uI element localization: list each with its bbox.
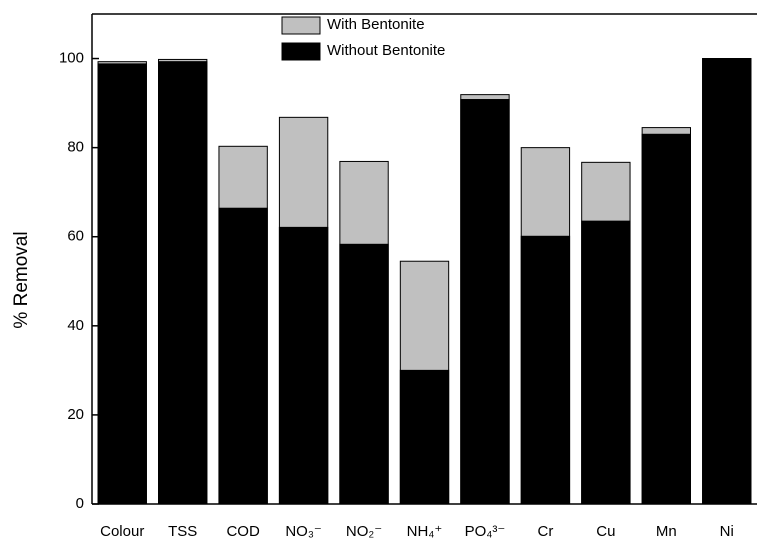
x-tick-label: PO₄³⁻: [465, 523, 506, 540]
x-tick-label: COD: [226, 523, 260, 540]
bar: [278, 226, 329, 505]
y-tick-label: 60: [67, 228, 84, 245]
bar: [641, 133, 691, 505]
legend-swatch: [281, 16, 321, 35]
x-tick-label: Ni: [720, 523, 734, 540]
x-tick-label: Colour: [100, 523, 144, 540]
bar: [581, 220, 631, 505]
y-axis-label: % Removal: [11, 231, 32, 328]
x-tick-label: NO₂⁻: [346, 523, 382, 540]
x-tick-label: NO₃⁻: [285, 523, 322, 540]
y-tick-label: 0: [76, 495, 84, 512]
bar: [218, 207, 268, 505]
bar: [97, 63, 147, 505]
bar: [158, 61, 208, 505]
y-tick-label: 40: [67, 317, 84, 334]
y-tick-label: 80: [67, 139, 84, 156]
bar: [702, 58, 752, 505]
x-tick-label: Cr: [537, 523, 553, 540]
x-tick-label: Cu: [596, 523, 615, 540]
bar: [460, 99, 510, 505]
x-tick-label: NH₄⁺: [407, 523, 443, 540]
bar: [339, 243, 389, 505]
y-tick-label: 20: [67, 406, 84, 423]
legend-label: Without Bentonite: [327, 42, 445, 59]
bar: [520, 235, 571, 505]
bar: [399, 369, 450, 505]
legend-label: With Bentonite: [327, 16, 425, 33]
x-tick-label: TSS: [168, 523, 197, 540]
y-tick-label: 100: [59, 50, 84, 67]
x-tick-label: Mn: [656, 523, 677, 540]
legend-swatch: [281, 42, 321, 61]
